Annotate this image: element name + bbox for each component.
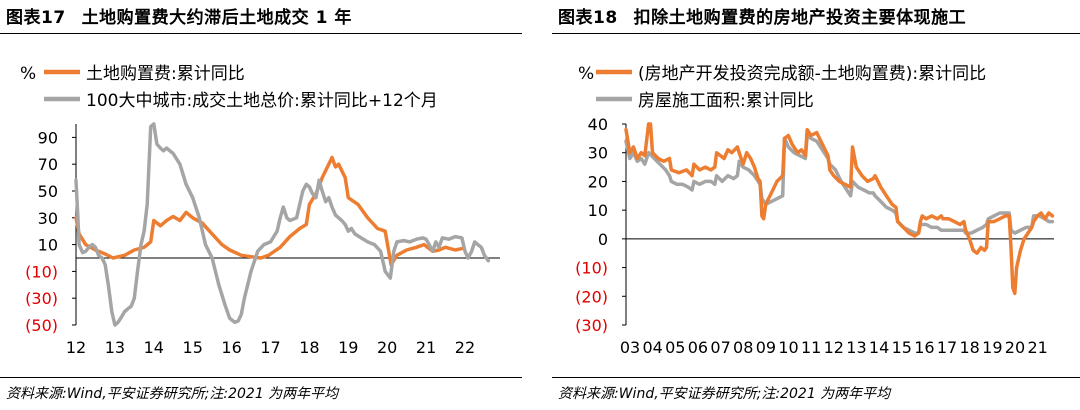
figure-title: 图表17 土地购置费大约滞后土地成交 1 年 [6,3,352,28]
x-tick-label: 15 [892,338,912,357]
x-tick-label: 15 [183,338,203,357]
x-tick-label: 04 [642,338,662,357]
source-note: 资料来源:Wind,平安证券研究所;注:2021 为两年平均 [6,386,339,402]
x-tick-label: 09 [756,338,776,357]
figure-title-text: 土地购置费大约滞后土地成交 1 年 [81,8,352,28]
x-tick-label: 21 [416,338,436,357]
x-tick-label: 07 [710,338,730,357]
unit-label: % [20,64,36,84]
series-line-gray [74,122,491,327]
x-tick-label: 13 [846,338,866,357]
y-tick-label: 90 [38,128,58,147]
y-tick-label: (10) [25,262,58,281]
legend-label-orange: (房地产开发投资完成额-土地购置费):累计同比 [638,64,986,84]
x-tick-label: 20 [377,338,397,357]
series-line-orange [74,155,464,267]
y-tick-label: (30) [25,289,58,308]
title-rule [0,33,522,34]
chart-panel-right: 图表18 扣除土地购置费的房地产投资主要体现施工 % (房地产开发投资完成额-土地… [552,0,1080,410]
figure-title: 图表18 扣除土地购置费的房地产投资主要体现施工 [558,3,966,28]
x-tick-label: 21 [1027,338,1047,357]
x-tick-label: 18 [299,338,319,357]
x-tick-label: 19 [338,338,358,357]
line-chart-left: % 土地购置费:累计同比 100大中城市:成交土地总价:累计同比+12个月 90… [20,64,500,357]
x-tick-label: 11 [801,338,821,357]
y-tick-label: 10 [38,236,58,255]
x-tick-label: 13 [105,338,125,357]
figure-title-text: 扣除土地购置费的房地产投资主要体现施工 [633,8,967,28]
x-tick-label: 10 [778,338,798,357]
series-line-gray [624,133,1055,235]
figure-number: 图表17 [6,8,66,28]
y-tick-label: 30 [38,209,58,228]
y-tick-label: 40 [588,115,608,134]
y-tick-label: 70 [38,155,58,174]
x-tick-label: 06 [688,338,708,357]
x-tick-label: 18 [960,338,980,357]
y-tick-label: 30 [588,144,608,163]
figure-number: 图表18 [558,8,618,28]
x-tick-label: 22 [455,338,475,357]
x-tick-label: 08 [733,338,753,357]
title-rule [552,33,1080,34]
unit-label: % [578,64,594,84]
y-tick-label: (10) [575,259,608,278]
series-line-orange [624,122,1055,296]
x-tick-label: 17 [937,338,957,357]
source-rule [552,377,1080,378]
x-tick-label: 05 [665,338,685,357]
x-tick-label: 12 [66,338,86,357]
x-tick-label: 14 [869,338,889,357]
y-tick-label: 50 [38,182,58,201]
y-tick-label: 10 [588,201,608,220]
x-tick-label: 03 [620,338,640,357]
y-tick-label: (20) [575,287,608,306]
x-tick-label: 20 [1005,338,1025,357]
source-rule [0,377,522,378]
y-tick-label: 20 [588,172,608,191]
x-tick-label: 12 [824,338,844,357]
y-tick-label: (50) [25,316,58,335]
legend-label-orange: 土地购置费:累计同比 [86,64,245,84]
x-tick-label: 14 [144,338,164,357]
source-note: 资料来源:Wind,平安证券研究所;注:2021 为两年平均 [558,386,891,402]
legend-label-gray: 100大中城市:成交土地总价:累计同比+12个月 [86,91,438,111]
legend-label-gray: 房屋施工面积:累计同比 [638,91,814,111]
line-chart-right: % (房地产开发投资完成额-土地购置费):累计同比 房屋施工面积:累计同比 40… [575,64,1055,357]
x-tick-label: 16 [221,338,241,357]
x-tick-label: 17 [260,338,280,357]
chart-panel-left: 图表17 土地购置费大约滞后土地成交 1 年 % 土地购置费:累计同比 100大中… [0,0,522,410]
y-tick-label: (30) [575,316,608,335]
x-tick-label: 19 [982,338,1002,357]
x-tick-label: 16 [914,338,934,357]
y-tick-label: 0 [598,230,608,249]
